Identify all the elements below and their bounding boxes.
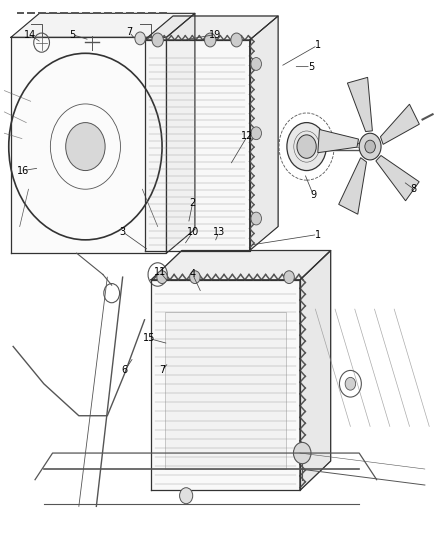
Text: 14: 14 — [24, 30, 36, 39]
Text: 13: 13 — [213, 227, 225, 237]
Text: 2: 2 — [190, 198, 196, 207]
Text: 4: 4 — [190, 270, 196, 279]
Circle shape — [359, 133, 381, 160]
Polygon shape — [11, 13, 195, 37]
Circle shape — [180, 488, 193, 504]
Polygon shape — [250, 16, 278, 251]
Polygon shape — [339, 158, 367, 214]
Circle shape — [284, 271, 294, 284]
Circle shape — [365, 140, 375, 153]
Circle shape — [157, 271, 167, 284]
Circle shape — [152, 33, 163, 47]
Text: 10: 10 — [187, 227, 199, 237]
Text: 9: 9 — [310, 190, 316, 199]
Bar — [165, 312, 286, 469]
Text: 6: 6 — [122, 366, 128, 375]
Text: 16: 16 — [17, 166, 29, 175]
Circle shape — [251, 127, 261, 140]
Circle shape — [66, 123, 105, 171]
Circle shape — [205, 33, 216, 47]
Circle shape — [293, 442, 311, 464]
Text: 1: 1 — [314, 41, 321, 50]
Circle shape — [251, 58, 261, 70]
Text: 8: 8 — [411, 184, 417, 194]
Circle shape — [287, 123, 326, 171]
Circle shape — [297, 135, 316, 158]
Polygon shape — [145, 16, 278, 40]
Polygon shape — [151, 280, 300, 490]
Text: 15: 15 — [143, 334, 155, 343]
Text: 1: 1 — [314, 230, 321, 239]
Polygon shape — [11, 37, 166, 253]
Circle shape — [135, 32, 145, 45]
Polygon shape — [347, 77, 372, 132]
Polygon shape — [381, 104, 419, 144]
Polygon shape — [145, 40, 250, 251]
Circle shape — [345, 377, 356, 390]
Text: 5: 5 — [308, 62, 314, 71]
Text: 7: 7 — [126, 27, 132, 37]
Text: 12: 12 — [241, 131, 254, 141]
Polygon shape — [376, 156, 419, 201]
Text: 19: 19 — [208, 30, 221, 39]
Polygon shape — [300, 251, 331, 490]
Polygon shape — [318, 130, 359, 153]
Polygon shape — [166, 13, 195, 253]
Circle shape — [231, 33, 242, 47]
Circle shape — [190, 271, 200, 284]
Circle shape — [251, 212, 261, 225]
Text: 7: 7 — [159, 366, 165, 375]
Polygon shape — [151, 251, 331, 280]
Text: 3: 3 — [120, 227, 126, 237]
Text: 5: 5 — [69, 30, 75, 39]
Text: 11: 11 — [154, 267, 166, 277]
